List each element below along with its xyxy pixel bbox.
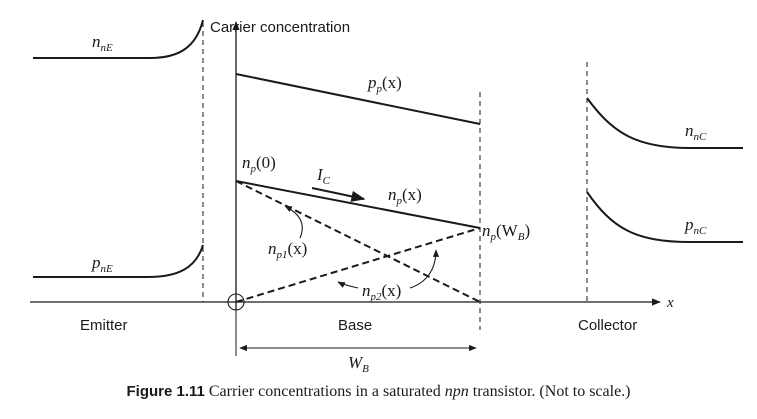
np1-pointer-arrow xyxy=(284,205,303,239)
pnE-label: pnE xyxy=(91,253,113,275)
np2-pointer-arrow xyxy=(409,249,440,289)
pnC-curve xyxy=(586,191,743,243)
np-x-label: np(x) xyxy=(388,185,422,207)
pnC-label: pnC xyxy=(684,215,707,237)
caption-text-italic: npn xyxy=(444,383,469,400)
figure-number: Figure 1.11 xyxy=(126,383,205,400)
caption-text-before: Carrier concentrations in a saturated xyxy=(208,383,441,400)
pp-x-label: pp(x) xyxy=(367,73,402,95)
emitter-label: Emitter xyxy=(80,317,128,334)
nnE-label: nnE xyxy=(92,32,113,54)
np1-x-line xyxy=(235,180,481,303)
caption-text-after: transistor. (Not to scale.) xyxy=(472,383,631,400)
nnE-curve xyxy=(33,19,204,59)
ic-arrow xyxy=(311,187,366,202)
y-axis-label: Carrier concentration xyxy=(210,19,350,36)
np1-x-label: np1(x) xyxy=(268,239,307,261)
ic-label: IC xyxy=(316,165,331,187)
pnE-curve xyxy=(33,244,204,278)
np-x-line xyxy=(235,180,481,229)
x-axis-label: x xyxy=(666,295,674,311)
np0-label: np(0) xyxy=(242,153,276,175)
base-label: Base xyxy=(338,317,372,334)
np2-x-label: np2(x) xyxy=(362,281,401,303)
collector-label: Collector xyxy=(578,317,637,334)
nnC-curve xyxy=(586,97,743,149)
np2-pointer-arrow-left xyxy=(337,281,359,289)
np2-x-line xyxy=(235,227,481,303)
pp-x-line xyxy=(235,73,481,125)
wb-label: WB xyxy=(348,353,369,375)
nnC-label: nnC xyxy=(685,121,707,143)
np-wb-label: np(WB) xyxy=(482,221,530,243)
figure-caption: Figure 1.11 Carrier concentrations in a … xyxy=(0,383,757,401)
